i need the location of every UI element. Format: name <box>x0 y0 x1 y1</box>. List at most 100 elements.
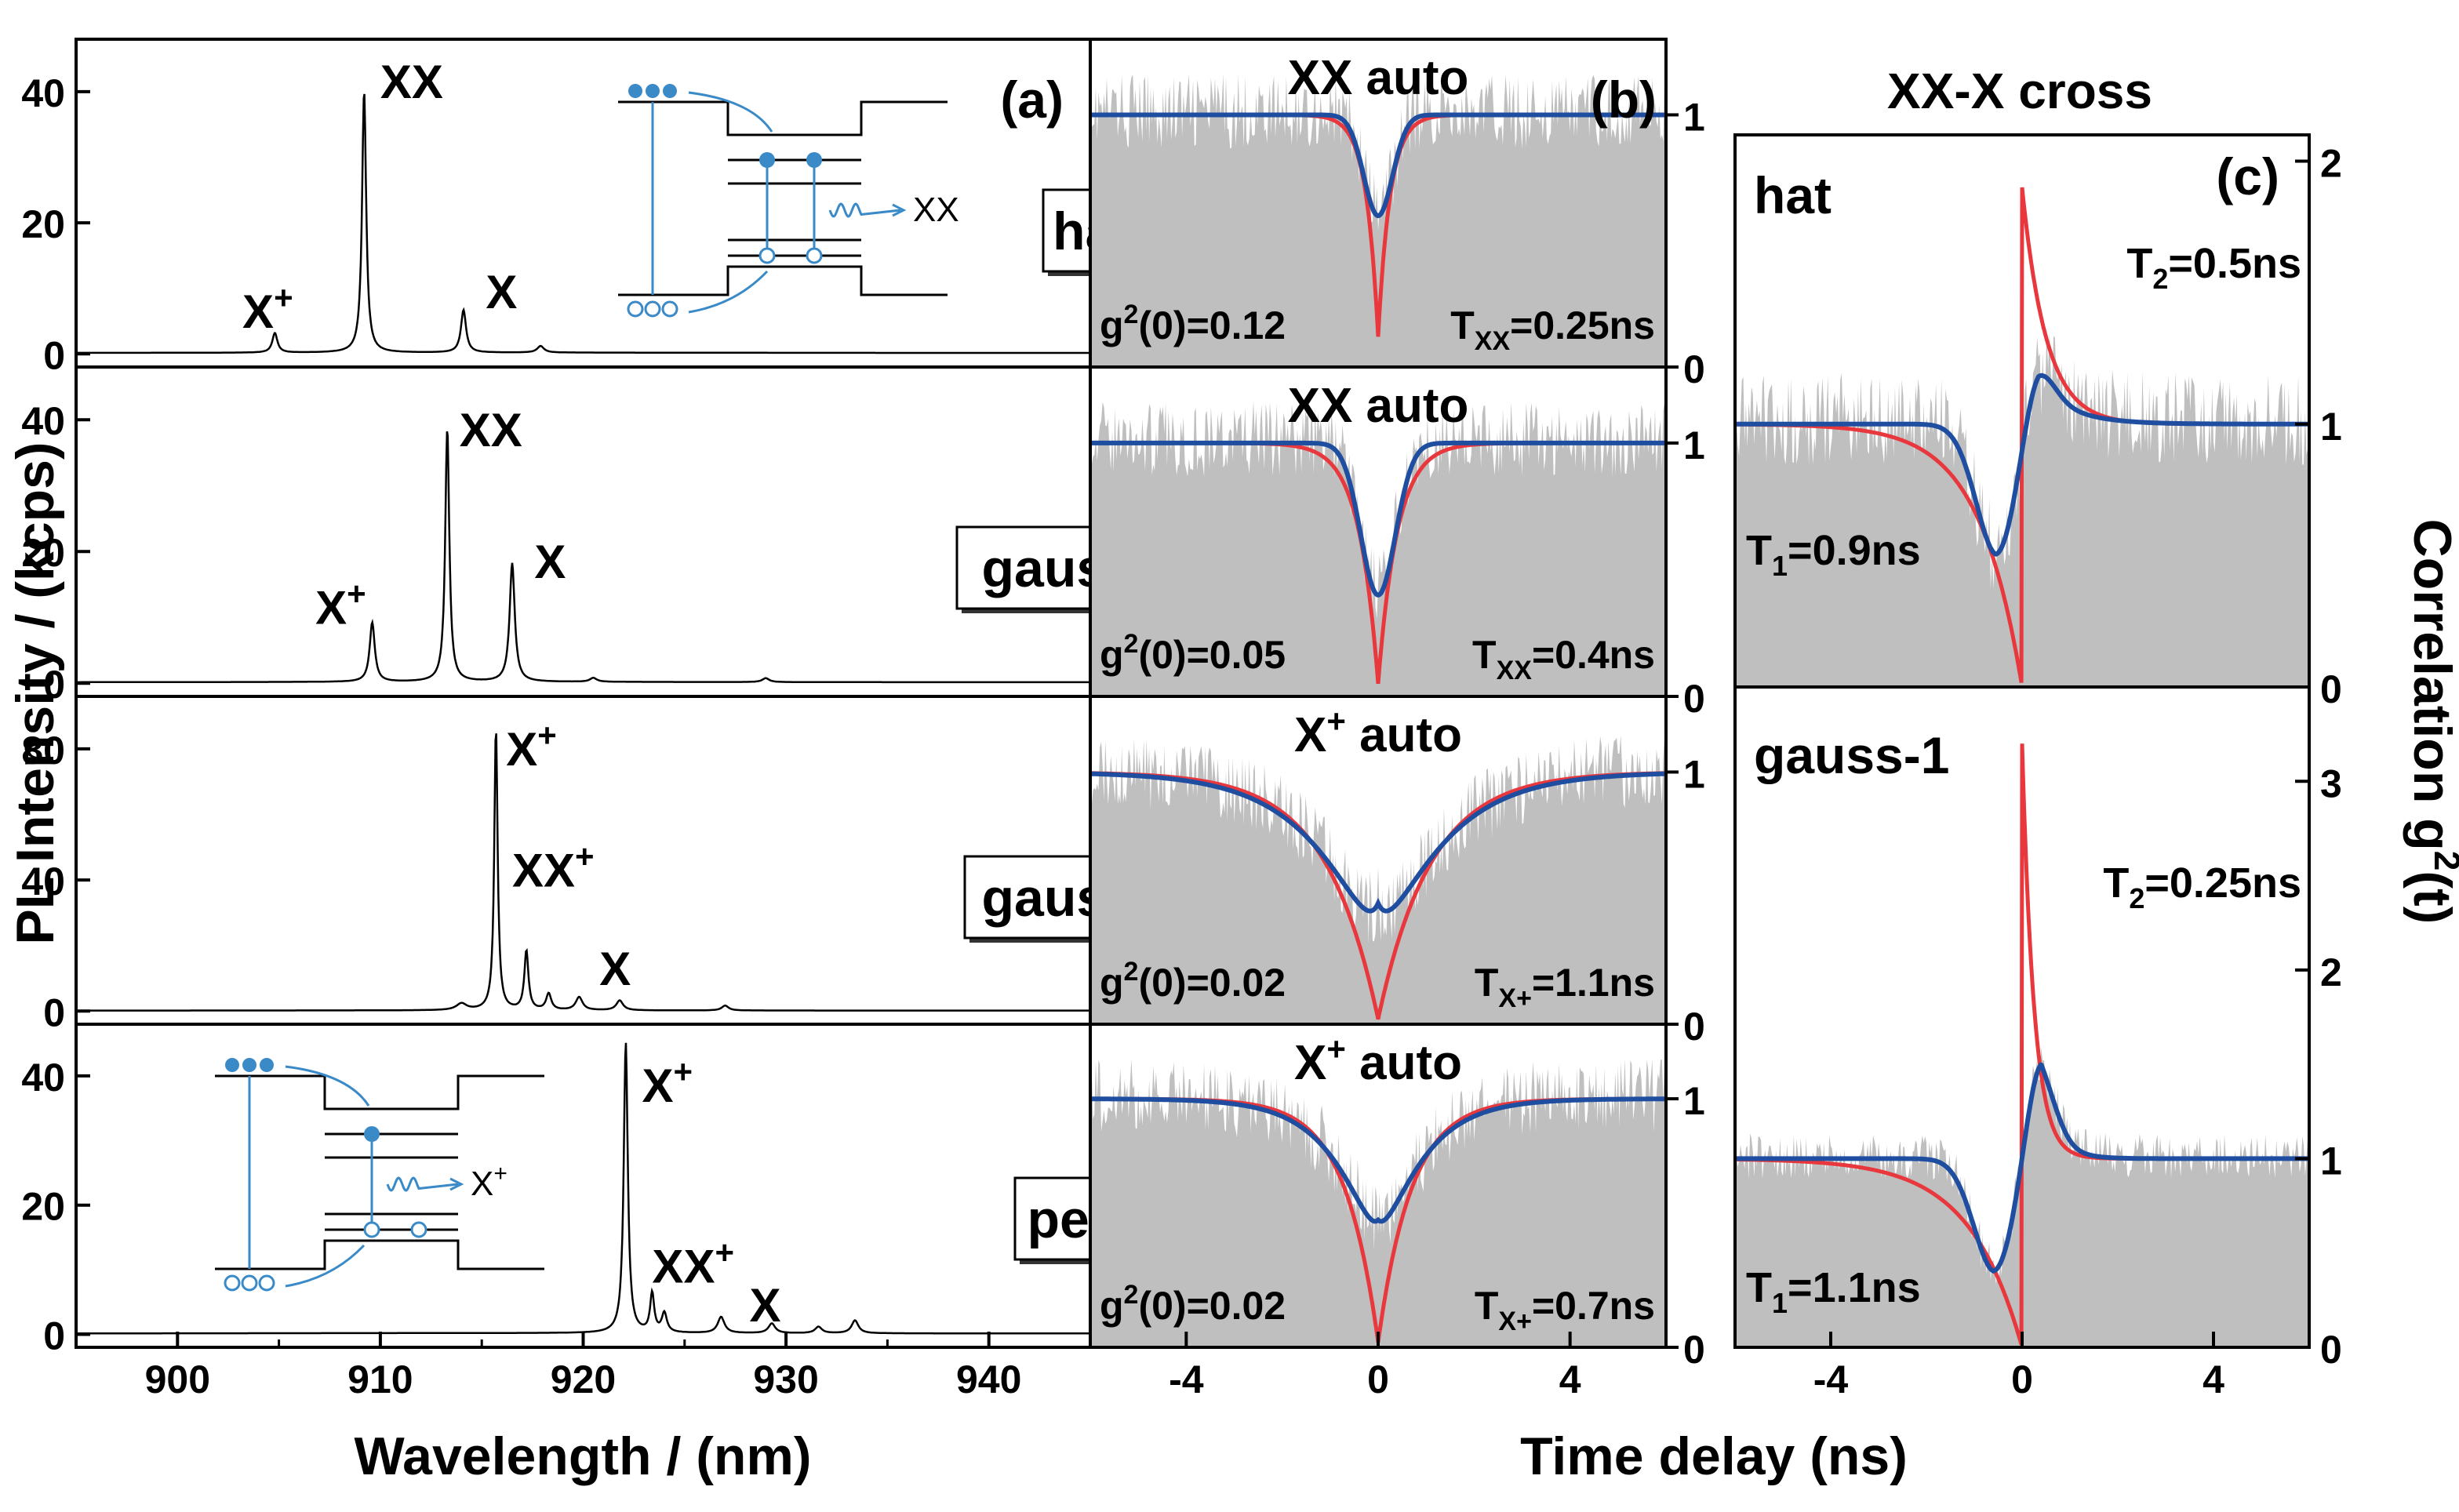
relax-arrow <box>688 270 769 314</box>
time-constant-annotation: TXX=0.4ns <box>1472 633 1655 685</box>
panel-a-ytick-label: 0 <box>43 333 65 377</box>
peak-label: XX <box>380 56 443 108</box>
panel-c-title: XX-X cross <box>1887 63 2152 119</box>
panel-c-ylabel: Correlation g2(t) <box>2403 519 2459 925</box>
relax-arrow <box>285 1065 370 1107</box>
T-value: =0.25ns <box>1510 303 1655 347</box>
relax-arrow <box>688 91 773 133</box>
panel-c-ytick-label: 0 <box>2320 667 2342 711</box>
conduction-band <box>618 100 948 136</box>
T2-value: =0.5ns <box>2168 240 2301 287</box>
electron-dot <box>628 84 642 98</box>
panel-b-ytick-label: 0 <box>1683 347 1705 391</box>
fit-curve-convolved <box>1090 112 1666 219</box>
g2-data-histogram <box>1090 733 1666 1024</box>
peak-label: X+ <box>315 576 366 634</box>
panel-b-letter: (b) <box>1591 71 1657 129</box>
ylabel-tail: (t) <box>2403 870 2459 924</box>
T2-sub: 2 <box>2152 263 2168 295</box>
peak-label: XX <box>460 404 522 456</box>
panel-b-xtick-label: -4 <box>1169 1358 1204 1401</box>
panel-c-ytick-label: 1 <box>2320 405 2342 449</box>
hole-dot <box>363 1221 380 1238</box>
photon-arrowhead <box>892 203 907 217</box>
panel-b-title: XX auto <box>1288 379 1469 433</box>
panel-a-ytick-label: 20 <box>21 1185 65 1229</box>
panel-b-ytick-label: 1 <box>1683 423 1705 467</box>
panel-a-ytick-label: 20 <box>21 202 65 246</box>
peak-label: X+ <box>242 279 293 338</box>
T-symbol: T <box>1450 303 1475 347</box>
peak-label-text: XX <box>380 56 443 108</box>
ylabel-text: Correlation g <box>2403 519 2459 851</box>
band-diagram-inset: XX <box>618 84 959 318</box>
relax-arrow <box>285 1244 366 1288</box>
peak-label-text: X <box>506 723 537 776</box>
panel-a-xtick-label: 930 <box>753 1358 818 1401</box>
conduction-band <box>215 1074 544 1110</box>
hole-dot <box>627 300 644 318</box>
T-sub: X+ <box>1498 1307 1532 1336</box>
T2-sub: 2 <box>2129 882 2144 914</box>
T-symbol: T <box>1472 633 1497 677</box>
emission-label: X+ <box>471 1161 507 1203</box>
peak-label-text: X <box>642 1059 673 1112</box>
electron-dot <box>663 84 677 98</box>
time-constant-annotation: TXX=0.25ns <box>1450 303 1655 356</box>
spectrum-line-gauss-1 <box>76 431 1090 684</box>
panel-b-ytick-label: 1 <box>1683 95 1705 139</box>
T1-annotation: T1=1.1ns <box>1746 1264 1921 1319</box>
hole-dot <box>258 1274 275 1292</box>
T-symbol: T <box>1475 961 1499 1005</box>
peak-label-text: X <box>242 285 274 338</box>
valence-band <box>215 1239 544 1270</box>
panel-c-xtick-label: 4 <box>2203 1358 2224 1401</box>
g2-data-histogram <box>1090 73 1666 367</box>
T-value: =0.7ns <box>1532 1284 1655 1328</box>
panel-a-ytick-label: 40 <box>21 860 65 903</box>
title-sup: + <box>1326 703 1346 740</box>
title-text: auto <box>1346 1036 1462 1090</box>
T2-annotation: T2=0.25ns <box>2103 860 2301 914</box>
panel-b-ytick-label: 0 <box>1683 1005 1705 1049</box>
hole-dot <box>224 1274 241 1292</box>
panel-b-ytick-label: 1 <box>1683 752 1705 796</box>
g2-sup: 2 <box>1124 1280 1139 1310</box>
peak-label-text: X <box>534 536 566 588</box>
electron-dot <box>364 1126 380 1142</box>
time-constant-annotation: TX+=1.1ns <box>1475 961 1655 1013</box>
T-symbol: T <box>1475 1284 1499 1328</box>
T-sub: XX <box>1475 326 1511 356</box>
electron-dot <box>225 1058 239 1072</box>
panel-a-ylabel: PL Intensity / (kcps) <box>5 442 65 944</box>
panel-a-ytick-label: 40 <box>21 1056 65 1099</box>
panel-a-xtick-label: 920 <box>551 1358 616 1401</box>
panel-a-ytick-label: 0 <box>43 1314 65 1358</box>
peak-label: X <box>486 266 517 318</box>
panel-b-ytick-label: 0 <box>1683 1328 1705 1372</box>
g2-symbol: g <box>1100 1284 1124 1328</box>
panel-a-xlabel: Wavelength / (nm) <box>354 1427 811 1486</box>
panel-a-ytick-label: 40 <box>21 399 65 443</box>
g2-sup: 2 <box>1124 629 1139 659</box>
g2-data-histogram <box>1090 1058 1666 1347</box>
photon-wave <box>386 1176 459 1192</box>
T2-symbol: T <box>2126 240 2152 287</box>
T1-value: =0.9ns <box>1788 527 1921 574</box>
T1-sub: 1 <box>1772 1287 1788 1319</box>
cross-fit-convolved <box>1735 373 2309 557</box>
peak-label: X <box>599 943 631 995</box>
g2-zero-annotation: g2(0)=0.02 <box>1100 957 1286 1005</box>
g2-value: (0)=0.05 <box>1138 633 1286 677</box>
panel-a-letter: (a) <box>1000 71 1064 129</box>
T2-annotation: T2=0.5ns <box>2126 240 2301 295</box>
emission-label-sup: + <box>493 1161 507 1187</box>
g2-zero-annotation: g2(0)=0.05 <box>1100 629 1286 677</box>
photon-arrowhead <box>449 1177 464 1191</box>
g2-value: (0)=0.12 <box>1138 303 1286 347</box>
spectrum-line-hat <box>76 93 1090 354</box>
g2-zero-annotation: g2(0)=0.12 <box>1100 300 1286 347</box>
electron-dot <box>806 152 822 168</box>
g2-sup: 2 <box>1124 300 1139 329</box>
emission-label-text: XX <box>913 191 959 229</box>
